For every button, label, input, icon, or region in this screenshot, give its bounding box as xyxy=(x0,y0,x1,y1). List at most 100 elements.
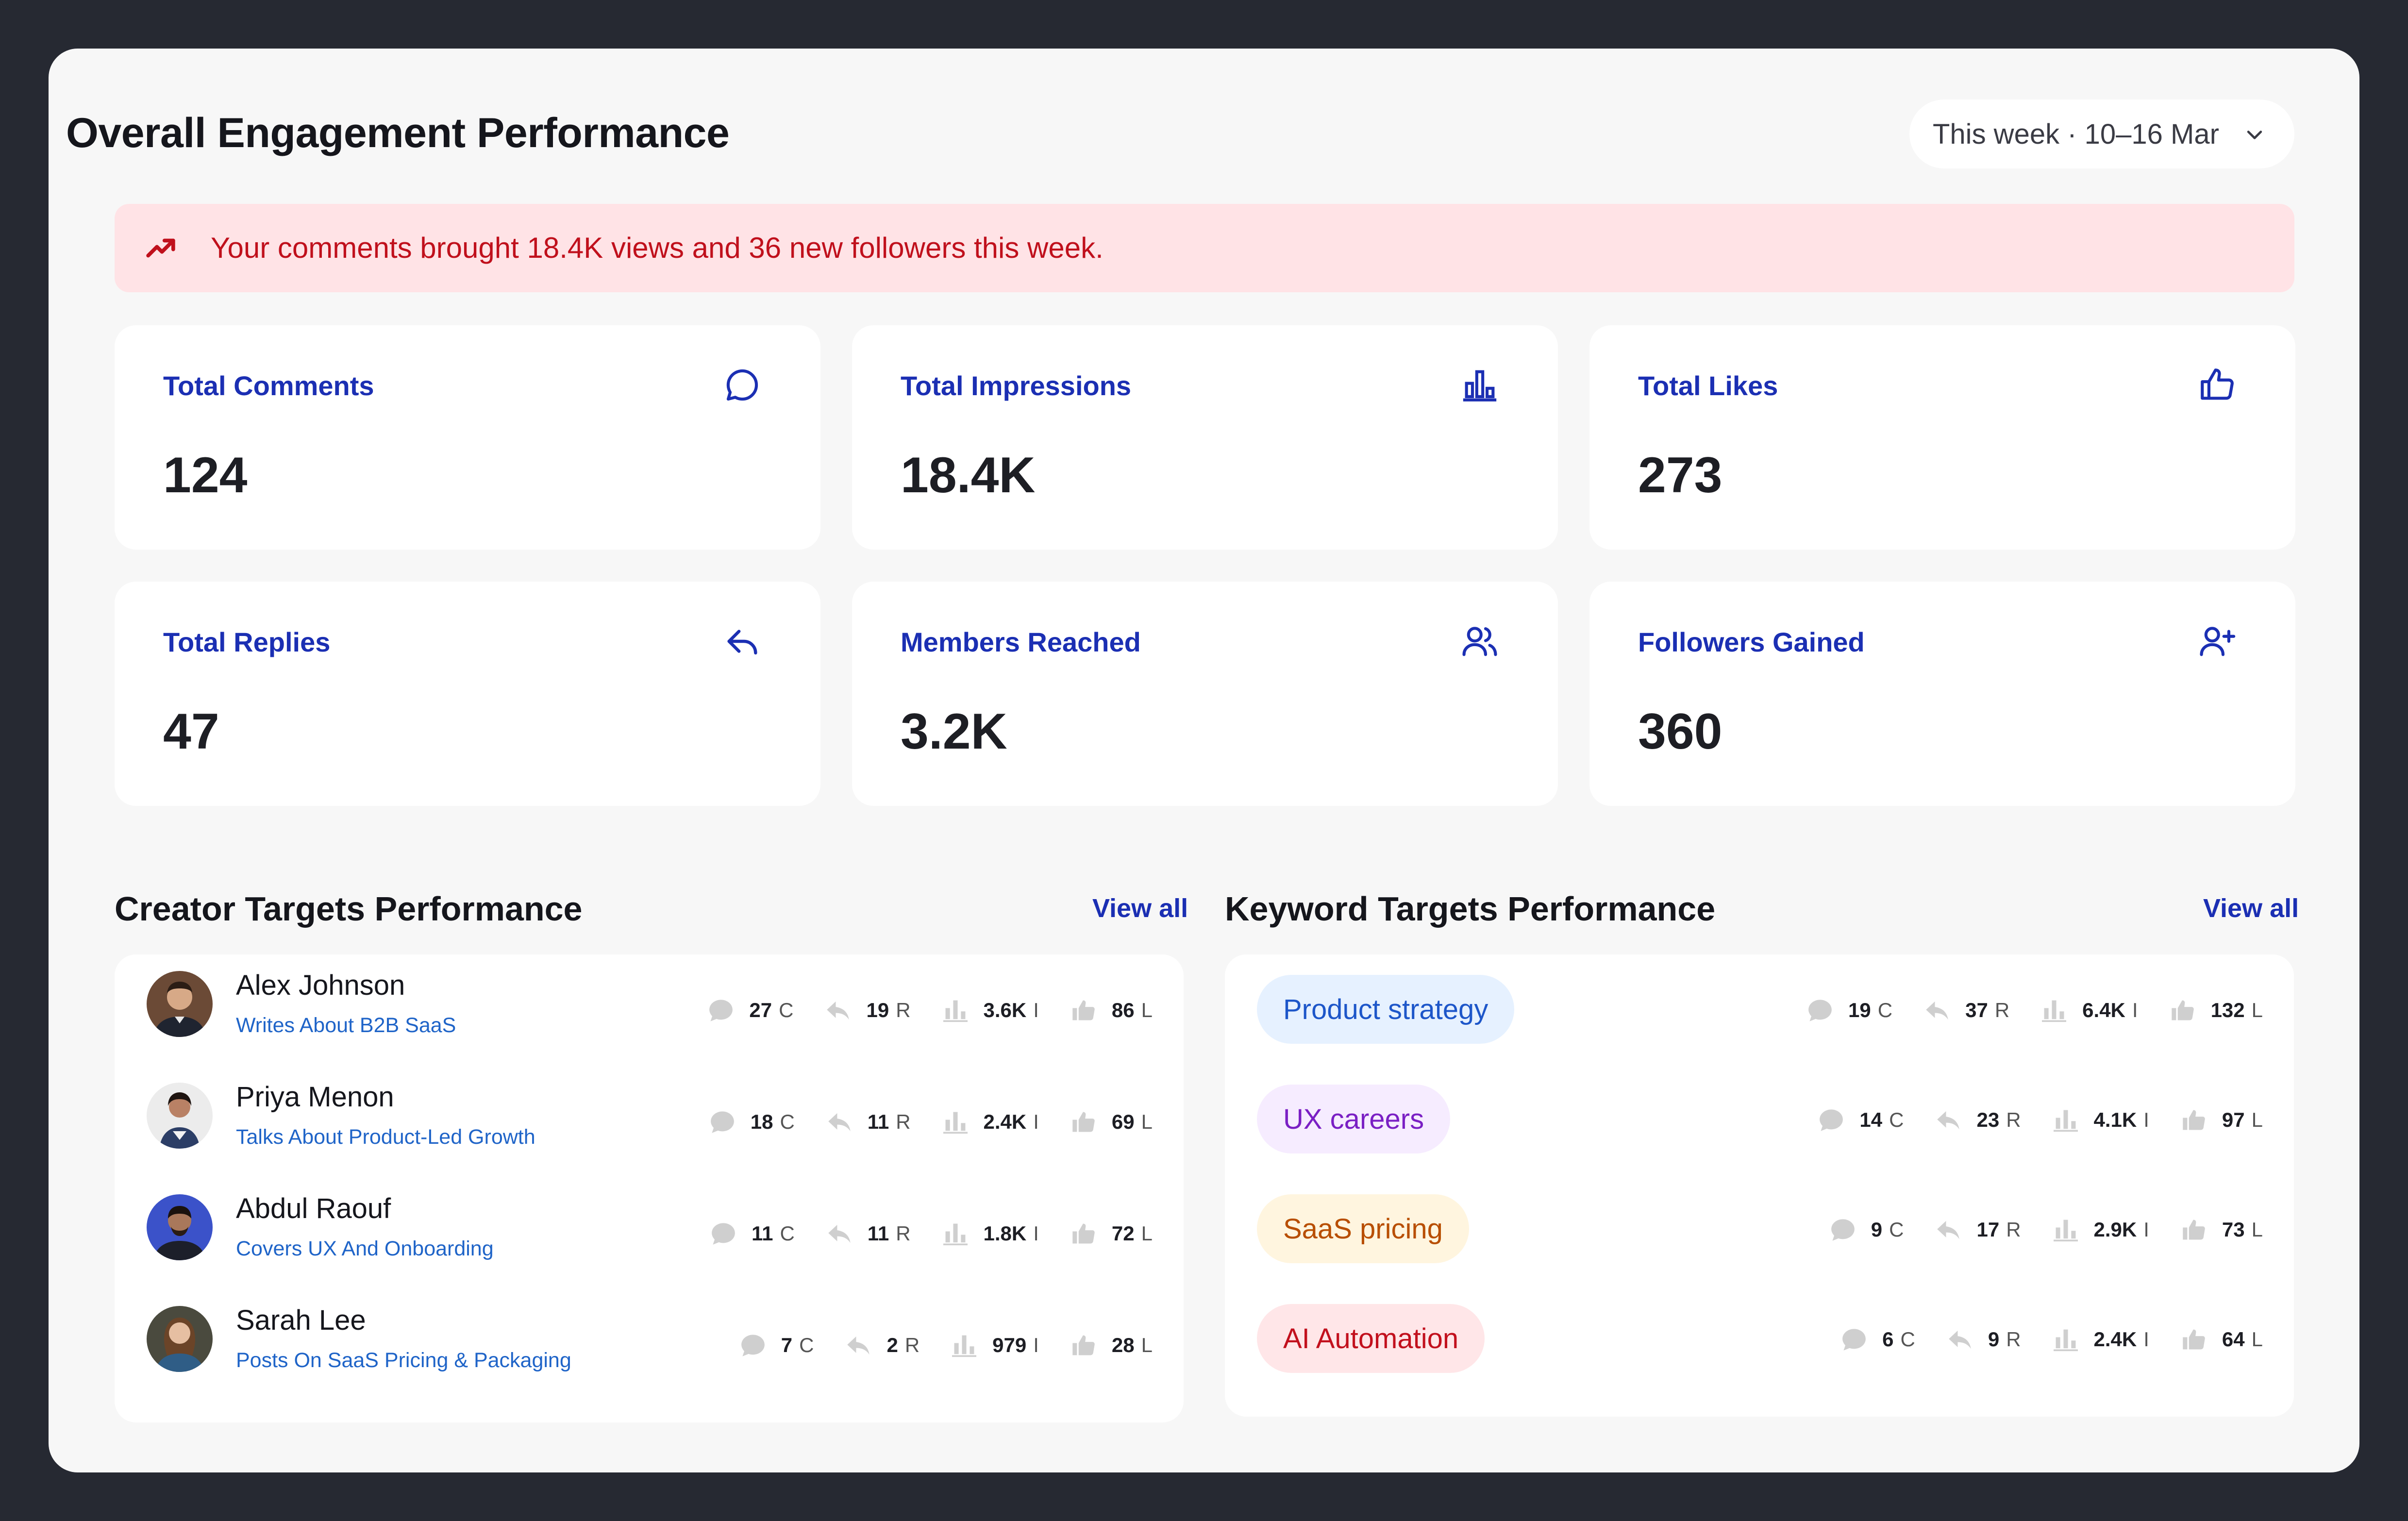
avatar xyxy=(147,1306,213,1372)
likes-metric: 132 L xyxy=(2169,998,2263,1022)
likes-metric: 64 L xyxy=(2180,1327,2263,1352)
impressions-metric: 979 I xyxy=(951,1333,1039,1357)
thumbs-up-icon xyxy=(1072,1000,1095,1020)
keyword-metrics: 19 C 37 R 6.4K I 132 L xyxy=(1775,954,2263,1066)
replies-metric: 11 R xyxy=(826,1110,911,1134)
comments-metric: 19 C xyxy=(1806,998,1892,1022)
reply-icon xyxy=(828,1113,851,1132)
impressions-metric: 2.4K I xyxy=(942,1110,1039,1134)
stat-card-total-impressions: Total Impressions 18.4K xyxy=(852,325,1558,550)
comments-metric: 27 C xyxy=(707,998,793,1022)
comments-metric: 14 C xyxy=(1818,1108,1904,1132)
keyword-chip[interactable]: UX careers xyxy=(1257,1085,1451,1153)
bar-chart-icon xyxy=(943,1223,968,1246)
thumbs-up-icon xyxy=(2183,1220,2205,1240)
reply-icon xyxy=(1949,1330,1971,1349)
bar-chart-icon xyxy=(2053,1329,2078,1352)
creator-list: Alex Johnson Writes About B2B SaaS 27 C 1… xyxy=(115,954,1184,1422)
impressions-metric: 2.4K I xyxy=(2052,1327,2149,1352)
chevron-down-icon xyxy=(2247,131,2262,139)
page-title: Overall Engagement Performance xyxy=(66,110,730,156)
user-plus-icon xyxy=(2197,621,2237,661)
stat-value: 18.4K xyxy=(901,447,1036,503)
period-dropdown[interactable]: This week · 10–16 Mar xyxy=(1909,100,2294,168)
stat-value: 360 xyxy=(1638,703,1722,760)
bar-chart-icon xyxy=(2053,1110,2078,1132)
replies-metric: 11 R xyxy=(826,1221,911,1246)
creator-row[interactable]: Sarah Lee Posts On SaaS Pricing & Packag… xyxy=(115,1289,1184,1401)
stat-label: Total Likes xyxy=(1638,370,1778,401)
creator-row[interactable]: Abdul Raouf Covers UX And Onboarding 11 C… xyxy=(115,1178,1184,1289)
stat-card-total-likes: Total Likes 273 xyxy=(1589,325,2295,550)
comment-icon xyxy=(709,1000,733,1021)
stat-label: Followers Gained xyxy=(1638,627,1865,657)
creator-metrics: 18 C 11 R 2.4K I 69 L xyxy=(678,1066,1153,1178)
stat-label: Members Reached xyxy=(901,627,1141,657)
comment-icon xyxy=(722,365,762,405)
creator-row[interactable]: Alex Johnson Writes About B2B SaaS 27 C 1… xyxy=(115,954,1184,1066)
creator-subtitle: Talks About Product-Led Growth xyxy=(236,1125,535,1149)
insight-text: Your comments brought 18.4K views and 36… xyxy=(211,232,1104,264)
thumbs-up-icon xyxy=(1072,1223,1095,1244)
thumbs-up-icon xyxy=(1072,1335,1095,1355)
stat-label: Total Impressions xyxy=(901,370,1132,401)
impressions-metric: 3.6K I xyxy=(942,998,1039,1022)
replies-metric: 23 R xyxy=(1935,1108,2021,1132)
users-icon xyxy=(1460,621,1500,661)
avatar xyxy=(147,971,213,1037)
bar-chart-icon xyxy=(943,1112,968,1134)
creator-name: Sarah Lee xyxy=(236,1304,366,1336)
stat-value: 273 xyxy=(1638,447,1722,503)
trending-up-icon xyxy=(146,238,175,258)
thumbs-up-icon xyxy=(2171,1000,2194,1020)
thumbs-up-icon xyxy=(2197,365,2237,405)
keyword-row[interactable]: Product strategy 19 C 37 R 6.4K I 132 L xyxy=(1225,954,2294,1064)
stat-card-total-replies: Total Replies 47 xyxy=(115,582,820,806)
comment-icon xyxy=(1808,1000,1832,1021)
keyword-chip[interactable]: AI Automation xyxy=(1257,1304,1485,1373)
creator-view-all-link[interactable]: View all xyxy=(1092,894,1188,923)
comment-icon xyxy=(1820,1109,1843,1131)
stat-label: Total Comments xyxy=(163,370,374,401)
impressions-metric: 2.9K I xyxy=(2052,1218,2149,1242)
creator-subtitle: Posts On SaaS Pricing & Packaging xyxy=(236,1349,571,1372)
keyword-view-all-link[interactable]: View all xyxy=(2203,894,2299,923)
creator-row[interactable]: Priya Menon Talks About Product-Led Grow… xyxy=(115,1066,1184,1178)
creator-subtitle: Covers UX And Onboarding xyxy=(236,1237,494,1260)
comment-icon xyxy=(741,1335,765,1356)
likes-metric: 73 L xyxy=(2180,1218,2263,1242)
impressions-metric: 4.1K I xyxy=(2052,1108,2149,1132)
likes-metric: 86 L xyxy=(1070,998,1153,1022)
creator-metrics: 11 C 11 R 1.8K I 72 L xyxy=(679,1178,1153,1289)
thumbs-up-icon xyxy=(1072,1112,1095,1132)
keyword-row[interactable]: UX careers 14 C 23 R 4.1K I 97 L xyxy=(1225,1064,2294,1174)
stat-card-members-reached: Members Reached 3.2K xyxy=(852,582,1558,806)
creator-section-title: Creator Targets Performance xyxy=(115,890,583,928)
keyword-chip[interactable]: Product strategy xyxy=(1257,975,1515,1044)
reply-icon xyxy=(827,1001,850,1020)
replies-metric: 17 R xyxy=(1935,1218,2021,1242)
stat-card-followers-gained: Followers Gained 360 xyxy=(1589,582,2295,806)
stat-value: 3.2K xyxy=(901,703,1007,760)
reply-icon xyxy=(847,1336,870,1355)
avatar xyxy=(147,1083,213,1149)
comment-icon xyxy=(710,1111,734,1133)
bar-chart-icon xyxy=(2053,1220,2078,1242)
keyword-chip[interactable]: SaaS pricing xyxy=(1257,1194,1469,1263)
period-label: This week · 10–16 Mar xyxy=(1933,118,2219,150)
reply-icon xyxy=(828,1224,851,1243)
replies-metric: 37 R xyxy=(1923,998,2009,1022)
stat-value: 124 xyxy=(163,447,248,503)
keyword-list: Product strategy 19 C 37 R 6.4K I 132 L UX c… xyxy=(1225,954,2294,1417)
bar-chart-icon xyxy=(1460,365,1500,405)
stat-value: 47 xyxy=(163,703,219,760)
